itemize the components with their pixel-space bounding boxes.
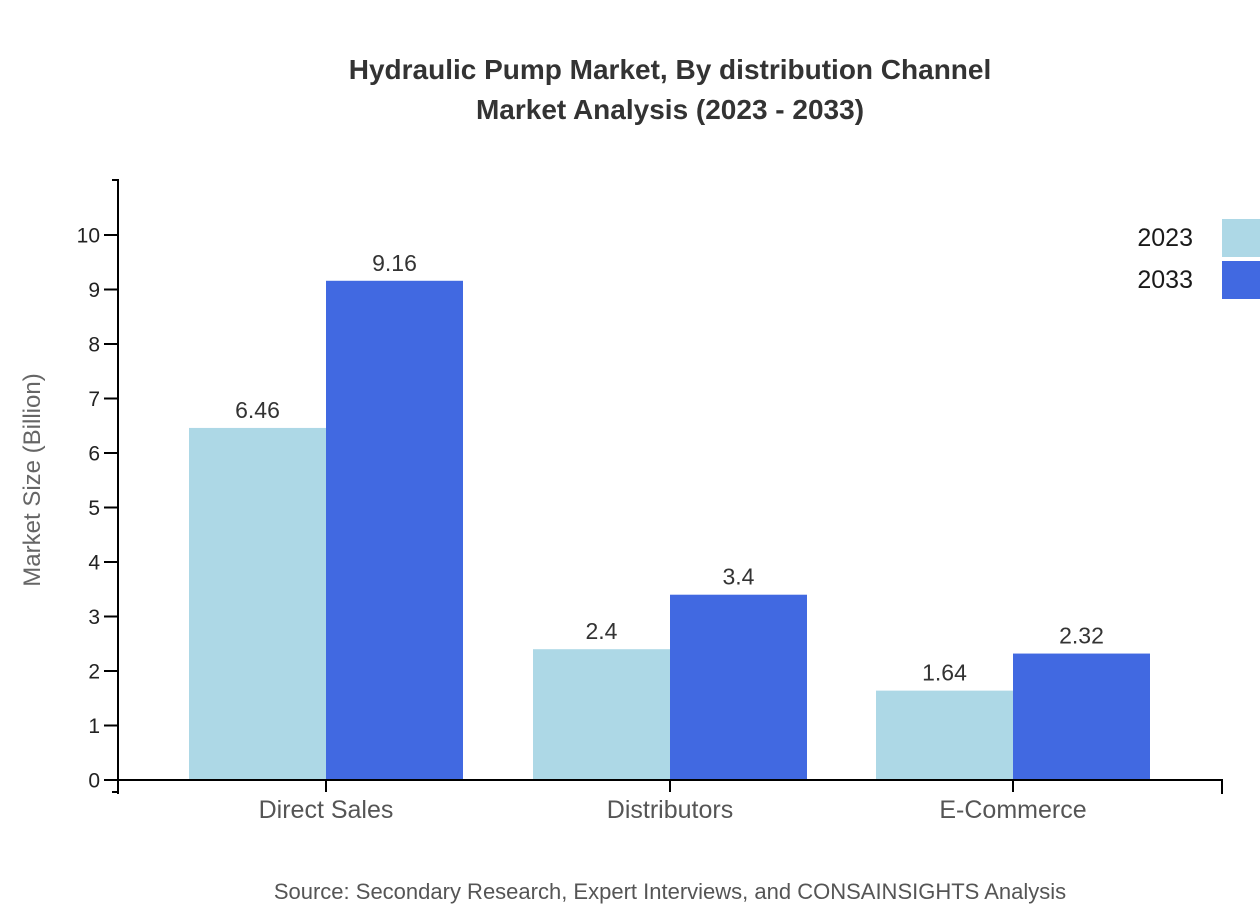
y-tick-label: 3: [88, 606, 100, 629]
bar-2023-0: [189, 427, 326, 780]
y-tick-label: 1: [88, 715, 100, 738]
x-category-label: E-Commerce: [939, 796, 1086, 824]
y-tick-label: 8: [88, 334, 100, 357]
y-tick-label: 6: [88, 443, 100, 466]
chart-title: Hydraulic Pump Market, By distribution C…: [349, 50, 992, 130]
legend-item-2033: 2033: [1137, 261, 1260, 299]
chart-title-line2: Market Analysis (2023 - 2033): [475, 94, 865, 125]
bar-value-label: 2.32: [1059, 623, 1104, 649]
x-category-label: Distributors: [607, 796, 733, 824]
legend-item-2023: 2023: [1137, 219, 1260, 257]
legend: 2023 2033: [1137, 219, 1260, 299]
source-note: Source: Secondary Research, Expert Inter…: [273, 879, 1067, 904]
bar-value-label: 9.16: [372, 250, 417, 276]
legend-swatch-2033: [1222, 261, 1260, 299]
legend-swatch-2023: [1222, 219, 1260, 257]
y-tick-label: 10: [77, 225, 100, 248]
bar-value-label: 3.4: [723, 564, 755, 590]
legend-label-2033: 2033: [1137, 266, 1193, 294]
y-tick-label: 0: [88, 770, 100, 793]
bar-2023-2: [876, 690, 1013, 780]
y-tick-label: 9: [88, 279, 100, 302]
bar-2033-2: [1013, 653, 1150, 780]
bar-2033-1: [670, 594, 807, 780]
legend-label-2023: 2023: [1137, 224, 1193, 252]
bar-2023-1: [533, 649, 670, 780]
bar-value-label: 1.64: [922, 660, 967, 686]
x-category-label: Direct Sales: [259, 796, 394, 824]
bar-value-label: 6.46: [235, 397, 280, 423]
bar-value-label: 2.4: [586, 618, 618, 644]
y-tick-label: 2: [88, 661, 100, 684]
y-axis-line: [112, 179, 119, 793]
bar-2033-0: [326, 280, 463, 780]
chart-title-line1: Hydraulic Pump Market, By distribution C…: [348, 54, 992, 85]
y-axis-title: Market Size (Billion): [19, 373, 46, 587]
y-tick-label: 4: [88, 552, 100, 575]
y-tick-label: 5: [88, 497, 100, 520]
y-tick-label: 7: [88, 388, 100, 411]
